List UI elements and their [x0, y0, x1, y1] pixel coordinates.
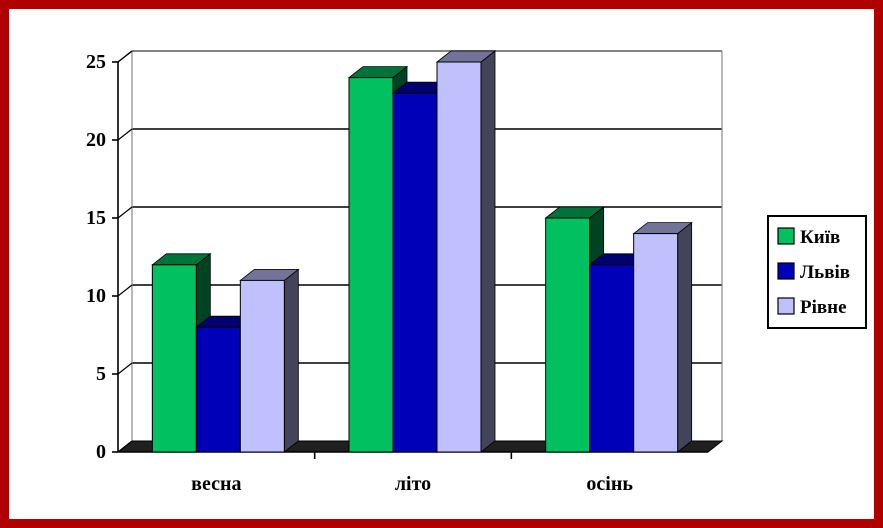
x-tick-label: осінь: [586, 473, 633, 495]
bar: [348, 77, 394, 453]
legend-swatch: [777, 297, 795, 315]
y-tick-label: 25: [86, 51, 106, 73]
y-tick-depth: [117, 206, 133, 219]
y-tick-depth: [117, 50, 133, 63]
bar: [195, 326, 241, 453]
y-tick-depth: [117, 128, 133, 141]
bar: [589, 264, 635, 453]
y-tick-depth: [117, 440, 133, 453]
legend-label: Київ: [800, 227, 840, 248]
bar-side: [283, 268, 299, 453]
legend-label: Львів: [800, 262, 850, 283]
bar: [392, 92, 438, 453]
bar: [436, 61, 482, 453]
legend-swatch: [777, 262, 795, 280]
bar: [239, 279, 285, 453]
y-tick-depth: [117, 284, 133, 297]
y-tick-label: 0: [96, 441, 106, 463]
y-tick-label: 20: [86, 129, 106, 151]
legend-swatch: [777, 227, 795, 245]
y-tick-label: 15: [86, 207, 106, 229]
bar: [545, 217, 591, 453]
bar-side: [480, 50, 496, 453]
legend-label: Рівне: [800, 297, 847, 318]
bar: [151, 264, 197, 453]
x-tick-label: весна: [191, 473, 241, 495]
y-tick-label: 5: [96, 363, 106, 385]
y-tick-depth: [117, 362, 133, 375]
y-tick-label: 10: [86, 285, 106, 307]
bar: [633, 233, 679, 453]
x-tick-label: літо: [395, 473, 431, 495]
bar-side: [677, 221, 693, 453]
